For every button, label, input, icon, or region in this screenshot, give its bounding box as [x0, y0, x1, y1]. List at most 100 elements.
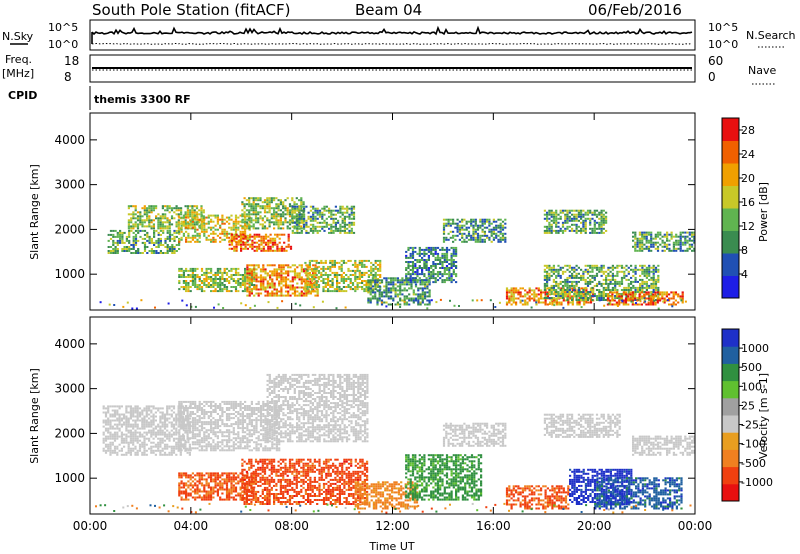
- power-cell: [293, 211, 297, 214]
- power-cell: [586, 282, 590, 285]
- power-cell: [182, 288, 185, 291]
- power-cell: [569, 301, 572, 304]
- power-cell: [394, 289, 397, 292]
- power-cell: [412, 297, 415, 300]
- power-cell: [622, 299, 625, 302]
- velocity-cell: [163, 453, 167, 456]
- power-cell: [591, 266, 594, 269]
- power-cell: [262, 247, 265, 250]
- power-cell: [288, 209, 292, 212]
- power-cell: [564, 215, 567, 218]
- power-cell: [611, 297, 614, 300]
- power-cell: [352, 223, 356, 226]
- power-cell: [452, 220, 455, 223]
- power-cell: [254, 221, 258, 224]
- power-cell: [216, 286, 219, 288]
- velocity-cell: [109, 421, 112, 424]
- power-cell: [648, 266, 651, 269]
- power-cell: [663, 235, 666, 238]
- power-cell: [354, 280, 357, 282]
- power-cell: [330, 213, 333, 216]
- velocity-cell: [116, 423, 119, 426]
- power-cell: [232, 286, 235, 288]
- power-cell: [372, 274, 375, 276]
- power-cell: [611, 293, 614, 296]
- power-cell: [278, 290, 281, 293]
- power-cell: [251, 235, 254, 238]
- power-cell: [443, 252, 446, 255]
- power-cell: [656, 233, 660, 236]
- power-cell: [552, 270, 555, 273]
- power-cell: [654, 303, 657, 306]
- power-cell: [270, 199, 273, 202]
- power-cell: [195, 215, 199, 218]
- power-cell: [152, 209, 155, 212]
- power-cell: [369, 299, 372, 302]
- velocity-cell: [109, 445, 112, 448]
- power-cell: [273, 286, 276, 289]
- power-cell: [157, 225, 160, 228]
- power-cell: [564, 299, 568, 302]
- power-cell: [264, 241, 268, 244]
- velocity-cell: [161, 429, 164, 432]
- power-cell: [178, 238, 181, 241]
- power-cell: [559, 266, 562, 269]
- power-cell: [252, 225, 255, 228]
- power-cell: [416, 267, 419, 269]
- power-cell: [548, 291, 551, 293]
- power-cell: [244, 237, 247, 240]
- velocity-cell: [116, 433, 119, 436]
- power-cell: [586, 270, 590, 273]
- power-cell: [561, 295, 565, 297]
- velocity-cell: [125, 439, 128, 442]
- power-cell: [246, 247, 249, 250]
- power-cell: [336, 282, 339, 284]
- power-cell: [611, 282, 614, 285]
- power-cell: [428, 289, 431, 292]
- velocity-cell: [134, 411, 137, 414]
- power-cell: [436, 256, 440, 259]
- velocity-cell: [157, 433, 160, 436]
- power-cell: [448, 263, 451, 265]
- power-cell: [399, 299, 402, 302]
- power-cell: [605, 278, 608, 281]
- power-cell: [356, 267, 359, 270]
- velocity-cell: [129, 409, 132, 412]
- power-cell: [269, 286, 272, 289]
- velocity-cell: [161, 417, 164, 420]
- velocity-cell: [113, 409, 117, 412]
- power-cell: [273, 221, 276, 224]
- power-cell: [370, 271, 373, 274]
- power-cell: [221, 222, 224, 225]
- power-cell: [136, 215, 140, 218]
- power-cell: [376, 259, 380, 262]
- power-cell: [458, 220, 461, 223]
- power-cell: [675, 243, 678, 246]
- power-cell: [284, 264, 288, 267]
- power-cell: [427, 271, 430, 273]
- power-cell: [164, 239, 167, 242]
- power-cell: [634, 231, 637, 234]
- power-cell: [273, 264, 276, 267]
- power-cell: [248, 286, 251, 288]
- power-cell: [550, 225, 553, 228]
- power-cell: [521, 287, 524, 290]
- power-cell: [625, 295, 628, 297]
- power-cell: [148, 241, 151, 244]
- power-cell: [214, 278, 217, 280]
- power-cell: [155, 239, 158, 242]
- power-cell: [611, 278, 614, 281]
- power-cell: [421, 291, 424, 294]
- power-cell: [240, 247, 243, 250]
- power-cell: [268, 207, 271, 210]
- power-cell: [376, 303, 379, 306]
- power-cell: [303, 219, 306, 222]
- power-cell: [571, 291, 574, 293]
- power-cell: [328, 207, 331, 210]
- power-cell: [252, 203, 255, 206]
- power-cell: [564, 270, 567, 273]
- power-cell: [652, 276, 655, 279]
- power-cell: [414, 267, 417, 269]
- power-cell: [266, 284, 269, 287]
- power-cell: [312, 225, 315, 228]
